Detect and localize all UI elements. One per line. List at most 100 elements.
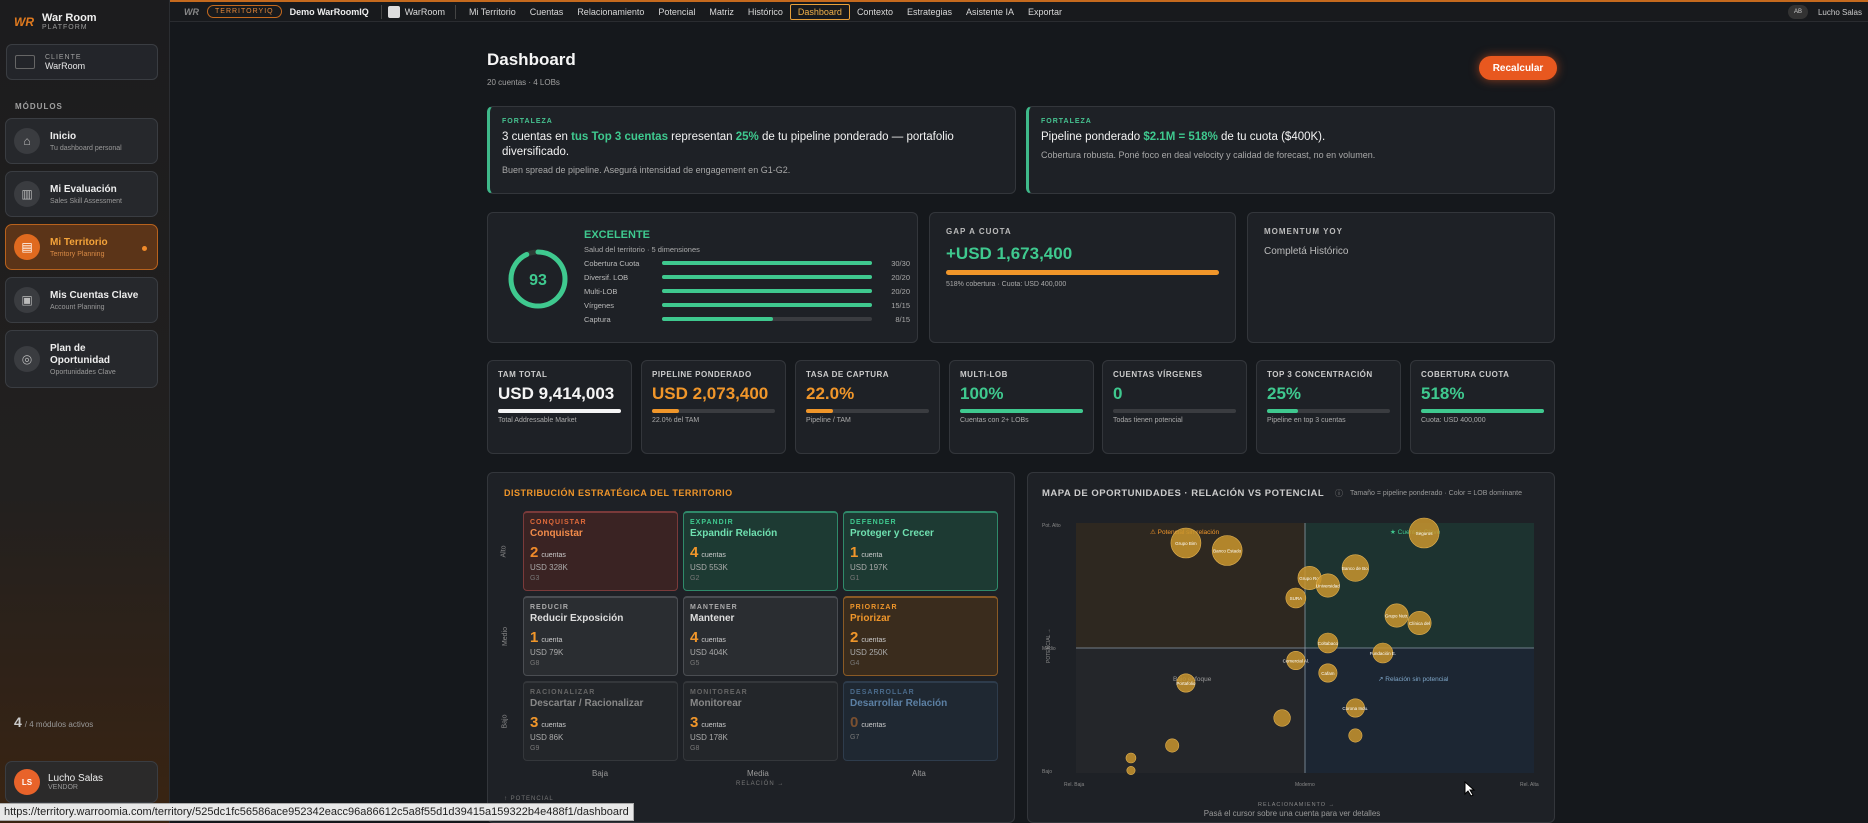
row-label-medio: Medio [502,626,510,647]
scatter-point-marker [1341,554,1370,582]
quadrant-name: Priorizar [850,613,891,624]
dimension-row: Multi-LOB 20/20 [584,286,910,296]
modules-count-text: / 4 módulos activos [24,720,94,729]
quadrant-label: ↗ Relación sin potencial [1378,676,1449,683]
quadrant-cell[interactable]: MANTENER Mantener 4 cuentas USD 404K G5 [683,596,838,676]
row-label-alto: Alto [500,545,508,558]
client-label: CLIENTE [45,53,82,61]
briefcase-icon: ▣ [14,287,40,313]
tab-asistente-ia[interactable]: Asistente IA [966,6,1015,17]
dimension-row: Captura 8/15 [584,314,910,324]
scatter-point [1165,738,1180,753]
quadrant-cell[interactable]: PRIORIZAR Priorizar 2 cuentas USD 250K G4 [843,596,998,676]
topbar-logo[interactable]: WR [184,6,199,17]
tab-historico[interactable]: Histórico [747,6,783,17]
quadrant-cell[interactable]: DEFENDER Proteger y Crecer 1 cuenta USD 197K… [843,511,998,591]
target-icon: ◎ [14,346,40,372]
topbar-user[interactable]: Lucho Salas [1817,7,1862,17]
insight-subtext: Cobertura robusta. Poné foco en deal vel… [1041,150,1376,160]
quadrant-cell[interactable]: MONITOREAR Monitorear 3 cuentas USD 178K G8 [683,681,838,761]
user-avatar-small[interactable]: AB [1787,5,1808,19]
scatter-point-marker [1286,651,1306,670]
map-legend-note: Tamaño = pipeline ponderado · Color = LO… [1350,490,1522,497]
status-url: https://territory.warroomia.com/territor… [0,803,634,821]
quadrant-usd: USD 250K [850,648,888,657]
kpi-bar [1113,409,1236,413]
insight-tag: FORTALEZA [502,118,553,125]
sidebar-item-label: Mi Evaluación [50,183,117,195]
quadrant-count: 3 cuentas [530,714,566,731]
x-axis-label: RELACIONAMIENTO → [1258,802,1335,808]
quadrant-count: 2 cuentas [850,629,886,646]
kpi-subtitle: Pipeline / TAM [806,417,851,424]
quadrant-count: 2 cuentas [530,544,566,561]
kpi-value: 518% [1421,384,1465,403]
scatter-point-marker [1345,698,1365,718]
quadrant-count: 3 cuentas [690,714,726,731]
x-tick-label: Rel. Alta [1520,782,1539,788]
scatter-point: Clínica del [1407,611,1432,635]
quadrant-count: 1 cuenta [530,629,563,646]
y-axis-label: POTENCIAL → [1046,628,1052,663]
sidebar-item-inicio[interactable]: ⌂ Inicio Tu dashboard personal [5,118,158,164]
brand[interactable]: WR War Room PLATFORM [14,12,97,31]
tab-mi-territorio[interactable]: Mi Territorio [468,6,516,17]
quadrant-name: Conquistar [530,528,583,539]
quadrant-tag: DESARROLLAR [850,689,915,696]
user-card[interactable]: LS Lucho Salas VENDOR [5,761,158,803]
tab-cuentas[interactable]: Cuentas [529,6,564,17]
workspace-name[interactable]: WarRoom [404,6,445,17]
sidebar-item-evaluacion[interactable]: ▥ Mi Evaluación Sales Skill Assessment [5,171,158,217]
sidebar-item-cuentas-clave[interactable]: ▣ Mis Cuentas Clave Account Planning [5,277,158,323]
quadrant-group: G4 [850,660,860,667]
quadrant-cell[interactable]: RACIONALIZAR Descartar / Racionalizar 3 cue… [523,681,678,761]
kpi-bar [806,409,929,413]
user-name: Lucho Salas [48,773,104,784]
quadrant-cell[interactable]: REDUCIR Reducir Exposición 1 cuenta USD 79K G… [523,596,678,676]
quadrant-tag: MANTENER [690,604,738,611]
kpi-card: TAM TOTAL USD 9,414,003 Total Addressable … [487,360,632,454]
quadrant-cell[interactable]: EXPANDIR Expandir Relación 4 cuentas USD 553… [683,511,838,591]
kpi-title: COBERTURA CUOTA [1421,370,1510,379]
scatter-point-marker [1384,603,1409,628]
client-selector[interactable]: CLIENTE WarRoom [6,44,158,80]
modules-header: MÓDULOS [15,102,63,111]
insight-tag: FORTALEZA [1041,118,1092,125]
kpi-title: MULTI-LOB [960,370,1008,379]
tab-relacionamiento[interactable]: Relacionamiento [577,6,645,17]
scatter-point-label: Banco de Bo. [1342,566,1369,571]
quadrant-cell[interactable]: CONQUISTAR Conquistar 2 cuentas USD 328K G3 [523,511,678,591]
scatter-point [1273,709,1291,727]
sidebar-item-territorio[interactable]: ▤ Mi Territorio Territory Planning [5,224,158,270]
tab-estrategias[interactable]: Estrategias [906,6,952,17]
scatter-plot[interactable]: Pot. Alto Medio Bajo Rel. Baja Moderno R… [1028,513,1556,813]
tab-exportar[interactable]: Exportar [1028,6,1063,17]
quadrant-group: G5 [690,660,700,667]
quadrant-cell[interactable]: DESARROLLAR Desarrollar Relación 0 cuentas G… [843,681,998,761]
sidebar-item-sub: Account Planning [50,303,105,311]
scatter-point-marker [1408,517,1440,549]
app-name[interactable]: Demo WarRoomIQ [289,6,369,17]
x-tick-label: Rel. Baja [1064,782,1085,788]
scatter-point: SURA [1285,587,1307,609]
distribution-card: DISTRIBUCIÓN ESTRATÉGICA DEL TERRITORIO … [487,472,1015,823]
y-axis-label: ↑ POTENCIAL [504,796,554,802]
kpi-bar [1267,409,1390,413]
scatter-point: Portafolio [1176,673,1196,693]
recalculate-button[interactable]: Recalcular [1479,56,1557,80]
tab-matriz[interactable]: Matriz [709,6,734,17]
workspace-icon [387,5,400,18]
info-icon[interactable]: ⓘ [1335,489,1343,498]
product-pill[interactable]: TERRITORYIQ [207,5,282,18]
tab-potencial[interactable]: Potencial [658,6,696,17]
kpi-card: PIPELINE PONDERADO USD 2,073,400 22.0% del… [641,360,786,454]
sidebar-item-plan-oportunidad[interactable]: ◎ Plan de Oportunidad Oportunidades Clave [5,330,158,388]
kpi-title: TASA DE CAPTURA [806,370,890,379]
quadrant-name: Mantener [690,613,735,624]
tab-dashboard[interactable]: Dashboard [789,3,850,20]
kpi-title: TAM TOTAL [498,370,548,379]
tab-contexto[interactable]: Contexto [856,6,893,17]
quadrant-tag: PRIORIZAR [850,604,898,611]
scatter-point: Coltabaco [1317,632,1339,654]
quadrant-name: Desarrollar Relación [850,698,948,709]
